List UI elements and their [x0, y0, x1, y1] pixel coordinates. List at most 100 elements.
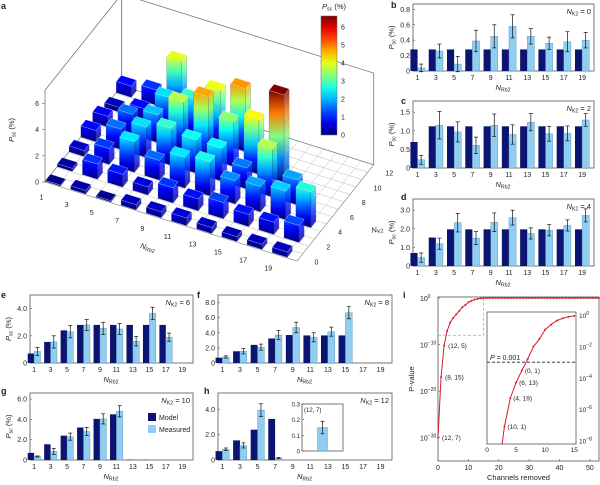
- x-tick-label: 19: [578, 172, 586, 179]
- model-bar: [44, 341, 51, 363]
- x-tick-label: 9: [489, 270, 493, 277]
- x-tick-label: 7: [82, 367, 86, 374]
- inset-point-annotation: (10, 1): [507, 424, 526, 431]
- inset-data-point: [520, 369, 523, 372]
- colorbar-scale: [320, 15, 338, 136]
- x-tick-label: 11: [307, 464, 314, 471]
- model-bar: [447, 49, 455, 71]
- bar-3d: [82, 153, 103, 180]
- data-point: [594, 296, 597, 299]
- label-base: N: [496, 278, 502, 287]
- model-bar: [338, 335, 346, 363]
- data-point: [546, 296, 549, 299]
- data-point: [455, 313, 458, 316]
- label-suffix: = 4: [578, 202, 591, 211]
- label-subscript: K2: [171, 303, 178, 309]
- bar-top-face: [245, 175, 266, 187]
- y-tick-label: 10: [374, 185, 382, 192]
- x-tick-label: 5: [452, 172, 456, 179]
- bar-top-face: [141, 79, 162, 91]
- label-subscript: sc: [392, 136, 398, 142]
- label-subscript: K2: [167, 401, 174, 407]
- inset-data-point: [573, 314, 576, 317]
- x-tick-label: 7: [82, 464, 86, 471]
- y-tick-label: 4.0: [17, 306, 27, 313]
- z-tick-label: 0: [35, 180, 39, 187]
- x-tick-label: 11: [505, 75, 512, 82]
- tick-exponent: −10: [428, 341, 437, 347]
- data-point: [515, 296, 518, 299]
- data-point: [522, 296, 525, 299]
- bar-top-face: [270, 180, 292, 192]
- z-tick-label: 2: [35, 153, 39, 160]
- model-bar: [501, 126, 509, 168]
- y-tick-label: 6.0: [205, 315, 215, 322]
- bar-top-face: [246, 233, 268, 245]
- tick-exponent: −8: [586, 437, 592, 443]
- bar-top-face: [283, 214, 305, 226]
- label-subscript: K2: [370, 303, 377, 309]
- y-tick-label: 0.4: [400, 38, 410, 45]
- tick-label: 100: [420, 294, 431, 303]
- y-tick-label: 3.0: [400, 208, 410, 215]
- x-tick-label: 5: [65, 464, 69, 471]
- z-tick-label: 6: [35, 101, 39, 108]
- data-point: [591, 296, 594, 299]
- colorbar: 0 1 2 3 4 5 6 Psc (%): [320, 2, 347, 140]
- data-point: [582, 296, 585, 299]
- grid-line: [56, 166, 309, 247]
- x-tick-label: 9: [291, 367, 295, 374]
- x-tick-label: 5: [452, 270, 456, 277]
- label-base: P: [322, 2, 327, 11]
- bar-top-face: [220, 169, 241, 182]
- bar-top-face: [156, 117, 177, 129]
- x-axis-label: NRb2: [496, 278, 511, 289]
- y-axis-label: P-value: [407, 366, 416, 391]
- x-tick-label: 17: [560, 75, 568, 82]
- panel-annotation: NK2 = 4: [566, 202, 591, 213]
- data-point: [567, 296, 570, 299]
- label-base: N: [371, 225, 379, 235]
- y-tick-label: 4.0: [205, 330, 215, 337]
- y-tick-label: 4.0: [17, 417, 27, 424]
- y-tick-label: 2: [326, 244, 330, 251]
- bar-top-face: [168, 91, 189, 103]
- bar-top-face: [70, 179, 92, 191]
- bar-3d: [119, 130, 140, 173]
- bar-3d: [95, 189, 117, 203]
- x-tick-label: 11: [113, 464, 120, 471]
- bar-top-face: [268, 84, 290, 96]
- y-axis-label: Psc (%): [387, 220, 398, 245]
- x-tick-label: 7: [273, 464, 277, 471]
- label-suffix: (%): [4, 316, 13, 330]
- y-tick-label: 6: [350, 215, 354, 222]
- label-suffix: (%): [387, 25, 396, 39]
- data-point: [543, 296, 546, 299]
- label-base: N: [161, 396, 167, 405]
- bar-3d: [246, 233, 268, 250]
- panel-label-g: g: [1, 386, 7, 396]
- inset-data-point: [538, 338, 541, 341]
- bar-top-face: [230, 77, 251, 89]
- x-tick-label: 7: [470, 172, 474, 179]
- y-tick-label: 4: [338, 230, 342, 237]
- y-tick-label: 2.0: [17, 333, 27, 340]
- data-point: [519, 296, 522, 299]
- bar-top-face: [131, 116, 152, 128]
- data-point: [509, 296, 512, 299]
- model-bar: [268, 338, 276, 363]
- x-axis-label: NRb2: [297, 472, 312, 483]
- model-bar: [159, 324, 166, 363]
- label-base: N: [496, 83, 502, 92]
- panel-annotation: NK2 = 6: [165, 298, 190, 309]
- tick-label: 10−20: [420, 387, 436, 396]
- inset-data-point: [544, 328, 547, 331]
- x-tick-label: 13: [129, 464, 137, 471]
- bar-top-face: [57, 157, 78, 169]
- bar-top-face: [129, 97, 151, 110]
- label-base: N: [297, 375, 303, 384]
- bar-3d: [157, 176, 179, 204]
- bar-3d: [258, 211, 280, 235]
- x-tick-label: 19: [178, 464, 186, 471]
- x-tick-label: 1: [416, 75, 420, 82]
